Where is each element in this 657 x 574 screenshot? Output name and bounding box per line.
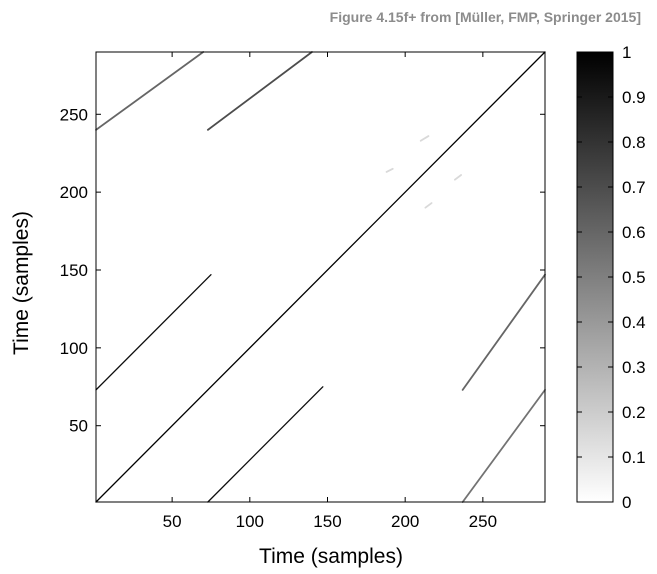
colorbar-tick-label: 0.2 — [622, 403, 646, 422]
colorbar-tick-label: 0.4 — [622, 313, 646, 332]
colorbar-ticks: 0 0.1 0.2 0.3 0.4 0.5 0.6 0.7 0.8 0.9 1 — [577, 43, 646, 512]
colorbar-tick-label: 0.3 — [622, 358, 646, 377]
colorbar — [576, 51, 614, 503]
x-axis-title: Time (samples) — [259, 545, 403, 568]
heatmap-path-6 — [461, 388, 546, 503]
heatmap-path-1 — [95, 274, 212, 391]
plot-frame — [95, 51, 546, 503]
heatmap-path-3 — [95, 51, 205, 131]
y-tick-label: 200 — [60, 183, 88, 202]
heatmap-path-2 — [207, 386, 324, 503]
heatmap-path-9 — [424, 202, 433, 209]
y-tick-label: 100 — [60, 339, 88, 358]
colorbar-tick-label: 0.7 — [622, 178, 646, 197]
x-tick-label: 50 — [163, 512, 182, 531]
colorbar-tick-label: 0.5 — [622, 268, 646, 287]
colorbar-tick-label: 0 — [622, 493, 631, 512]
heatmap-path-0 — [95, 51, 546, 503]
y-tick-label: 250 — [60, 105, 88, 124]
heatmap-path-7 — [385, 167, 394, 173]
x-tick-label: 250 — [469, 512, 497, 531]
colorbar-tick-label: 0.8 — [622, 133, 646, 152]
y-tick-label: 150 — [60, 261, 88, 280]
colorbar-tick-label: 1 — [622, 43, 631, 62]
colorbar-tick-label: 0.1 — [622, 448, 646, 467]
x-tick-label: 200 — [391, 512, 419, 531]
colorbar-tick-label: 0.9 — [622, 88, 646, 107]
y-axis: 50 100 150 200 250 — [60, 105, 545, 436]
heatmap-path-5 — [461, 273, 546, 391]
colorbar-tick-label: 0.6 — [622, 223, 646, 242]
x-tick-label: 100 — [236, 512, 264, 531]
heatmap-path-8 — [419, 135, 430, 142]
figure-caption: Figure 4.15f+ from [Müller, FMP, Springe… — [329, 9, 641, 25]
y-tick-label: 50 — [69, 417, 88, 436]
heatmap-path-4 — [206, 51, 313, 131]
x-axis: 50 100 150 200 250 — [163, 52, 497, 531]
x-tick-label: 150 — [313, 512, 341, 531]
heatmap-paths — [95, 51, 546, 503]
y-axis-title: Time (samples) — [10, 211, 33, 355]
heatmap-path-10 — [453, 174, 463, 181]
